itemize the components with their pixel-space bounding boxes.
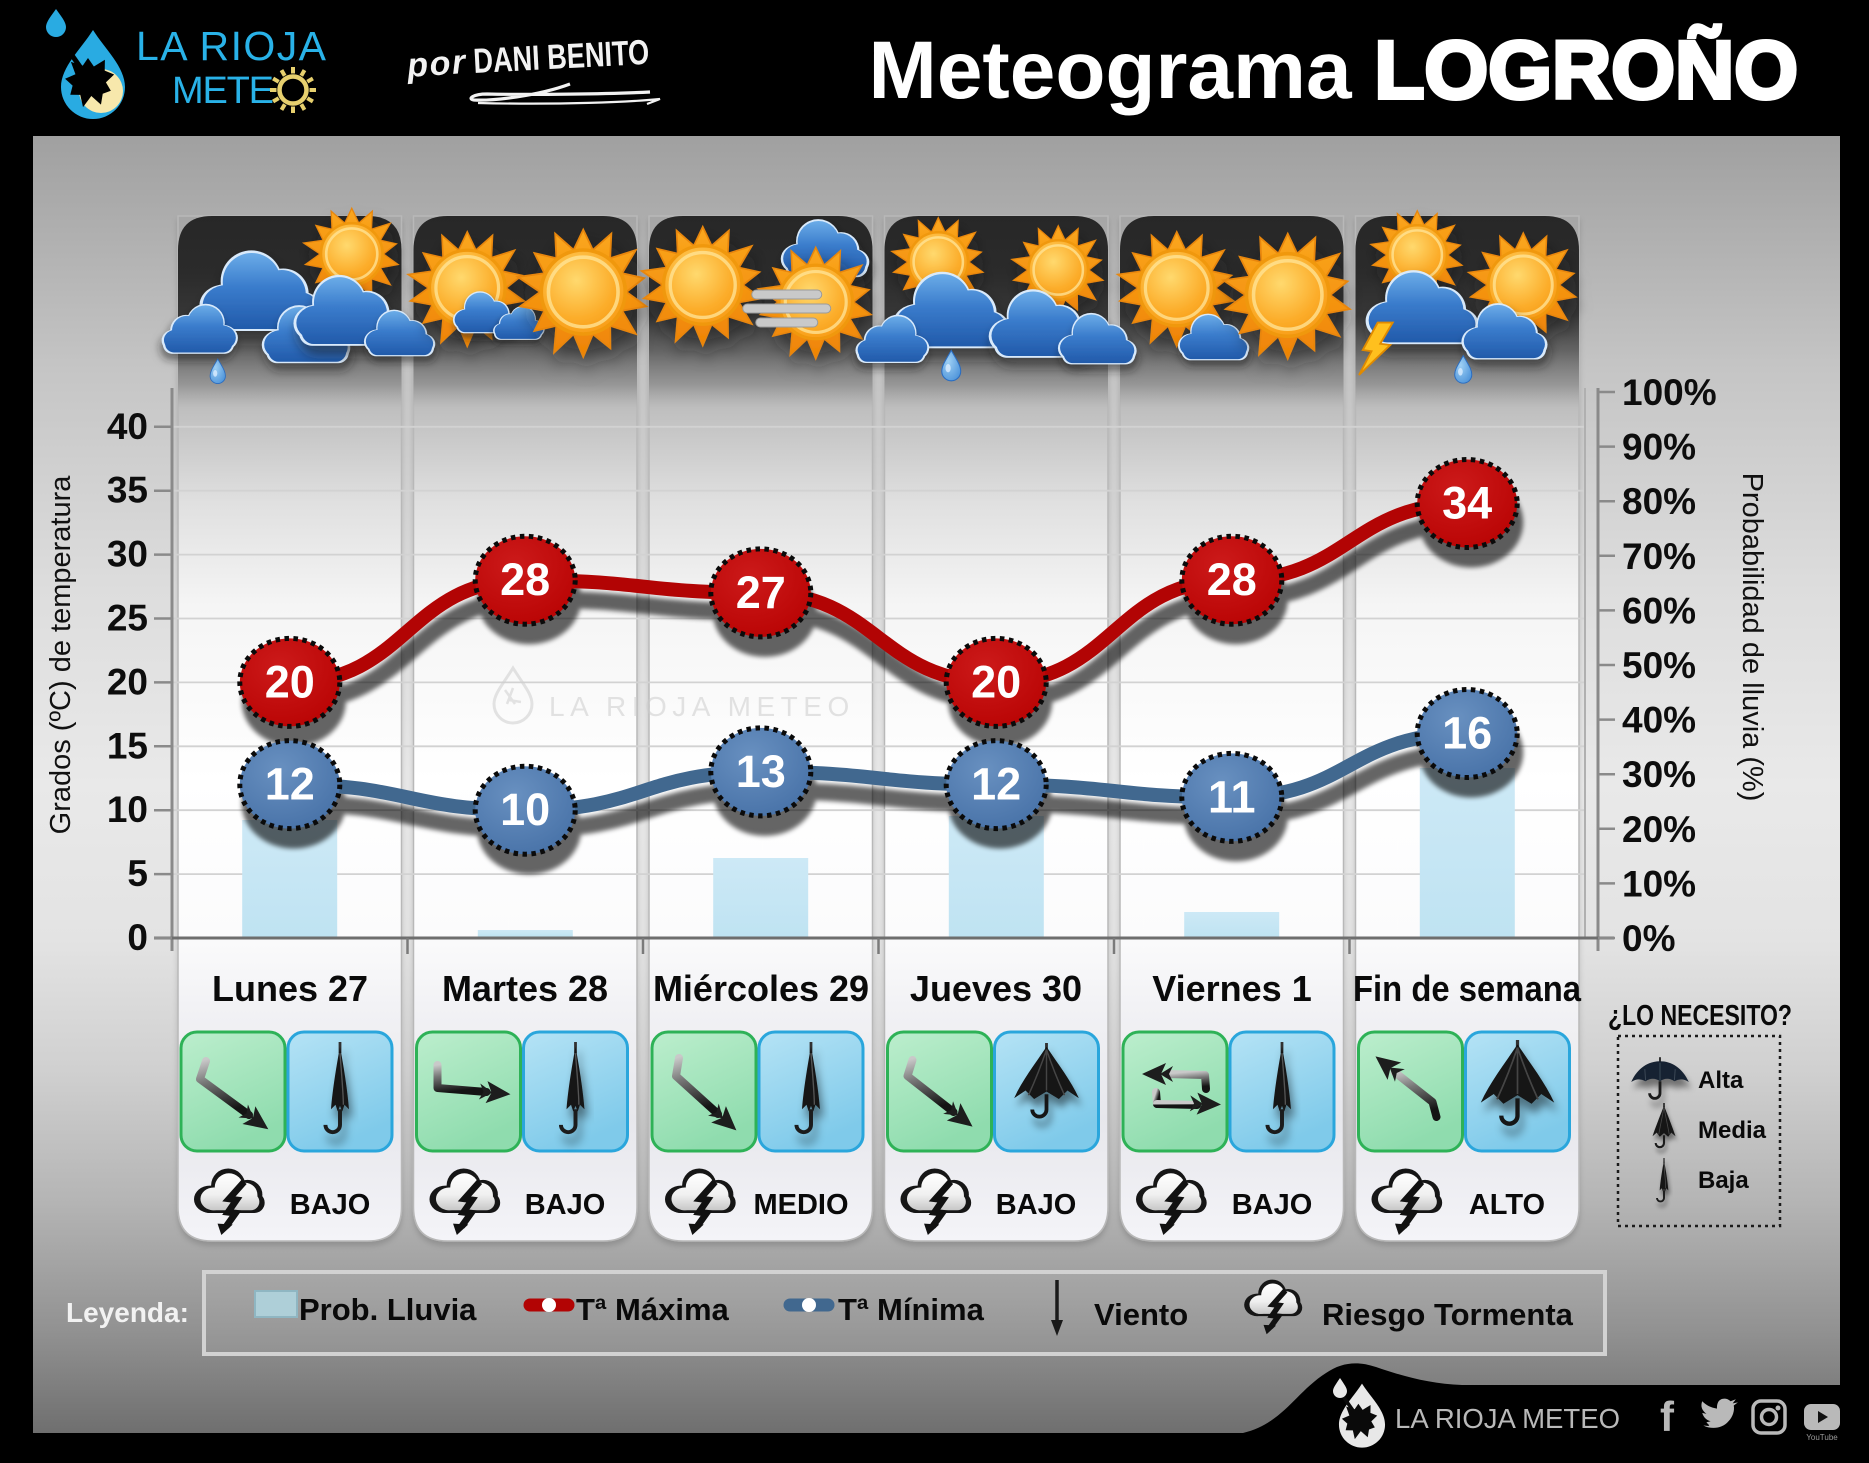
- svg-text:11: 11: [1208, 771, 1256, 822]
- svg-text:20: 20: [971, 656, 1021, 707]
- svg-text:Riesgo Tormenta: Riesgo Tormenta: [1322, 1297, 1574, 1332]
- svg-text:BAJO: BAJO: [525, 1189, 606, 1221]
- svg-text:Viento: Viento: [1094, 1297, 1188, 1332]
- svg-text:13: 13: [736, 746, 786, 797]
- svg-text:35: 35: [107, 470, 148, 511]
- svg-text:BAJO: BAJO: [996, 1189, 1077, 1221]
- svg-text:0: 0: [127, 917, 148, 958]
- svg-text:Prob. Lluvia: Prob. Lluvia: [299, 1292, 477, 1327]
- svg-text:Baja: Baja: [1698, 1167, 1749, 1194]
- svg-text:LA RIOJA: LA RIOJA: [136, 23, 327, 69]
- svg-text:40%: 40%: [1622, 700, 1696, 741]
- svg-text:10%: 10%: [1622, 863, 1696, 904]
- svg-text:27: 27: [736, 567, 786, 618]
- svg-text:BAJO: BAJO: [1232, 1189, 1313, 1221]
- svg-text:Alta: Alta: [1698, 1067, 1744, 1094]
- svg-text:50%: 50%: [1622, 645, 1696, 686]
- svg-text:BAJO: BAJO: [290, 1189, 371, 1221]
- svg-text:100%: 100%: [1622, 372, 1717, 413]
- svg-text:Miércoles 29: Miércoles 29: [653, 968, 869, 1009]
- svg-text:80%: 80%: [1622, 481, 1696, 522]
- svg-text:60%: 60%: [1622, 590, 1696, 631]
- svg-text:20%: 20%: [1622, 809, 1696, 850]
- svg-text:MEDIO: MEDIO: [753, 1189, 848, 1221]
- svg-text:Media: Media: [1698, 1117, 1767, 1144]
- svg-text:Meteograma LOGROÑO: Meteograma LOGROÑO: [869, 25, 1798, 116]
- svg-text:12: 12: [971, 759, 1021, 810]
- svg-text:¿LO NECESITO?: ¿LO NECESITO?: [1608, 1000, 1792, 1032]
- svg-text:Viernes 1: Viernes 1: [1152, 968, 1311, 1009]
- svg-text:METE: METE: [172, 70, 274, 112]
- svg-text:16: 16: [1442, 708, 1492, 759]
- svg-text:ALTO: ALTO: [1469, 1189, 1545, 1221]
- svg-text:5: 5: [127, 853, 148, 894]
- svg-text:90%: 90%: [1622, 427, 1696, 468]
- svg-text:Tª Máxima: Tª Máxima: [576, 1292, 730, 1327]
- svg-text:Probabilidad de lluvia (%): Probabilidad de lluvia (%): [1736, 473, 1768, 802]
- svg-text:f: f: [1660, 1393, 1675, 1440]
- svg-text:Tª Mínima: Tª Mínima: [838, 1292, 985, 1327]
- svg-text:20: 20: [107, 661, 148, 702]
- svg-text:0%: 0%: [1622, 918, 1675, 959]
- svg-text:70%: 70%: [1622, 536, 1696, 577]
- svg-text:Martes 28: Martes 28: [442, 968, 608, 1009]
- svg-text:30: 30: [107, 534, 148, 575]
- svg-text:40: 40: [107, 406, 148, 447]
- svg-text:20: 20: [265, 656, 315, 707]
- svg-text:25: 25: [107, 598, 148, 639]
- svg-text:YouTube: YouTube: [1806, 1433, 1838, 1442]
- svg-text:28: 28: [1207, 554, 1257, 605]
- svg-text:LA RIOJA METEO: LA RIOJA METEO: [1395, 1403, 1620, 1434]
- svg-text:Lunes 27: Lunes 27: [212, 968, 368, 1009]
- svg-text:30%: 30%: [1622, 754, 1696, 795]
- svg-text:Fin de semana: Fin de semana: [1353, 968, 1582, 1009]
- svg-text:DANI BENITO: DANI BENITO: [472, 33, 650, 81]
- svg-text:Grados (ºC) de temperatura: Grados (ºC) de temperatura: [45, 475, 77, 835]
- svg-text:Jueves 30: Jueves 30: [910, 968, 1082, 1009]
- svg-text:por: por: [405, 43, 468, 85]
- svg-text:10: 10: [107, 789, 148, 830]
- svg-text:34: 34: [1442, 478, 1492, 529]
- svg-text:15: 15: [107, 725, 148, 766]
- svg-text:LA RIOJA METEO: LA RIOJA METEO: [549, 691, 855, 722]
- svg-text:12: 12: [265, 759, 315, 810]
- svg-text:10: 10: [500, 784, 550, 835]
- svg-text:28: 28: [500, 554, 550, 605]
- svg-text:Leyenda:: Leyenda:: [66, 1297, 189, 1328]
